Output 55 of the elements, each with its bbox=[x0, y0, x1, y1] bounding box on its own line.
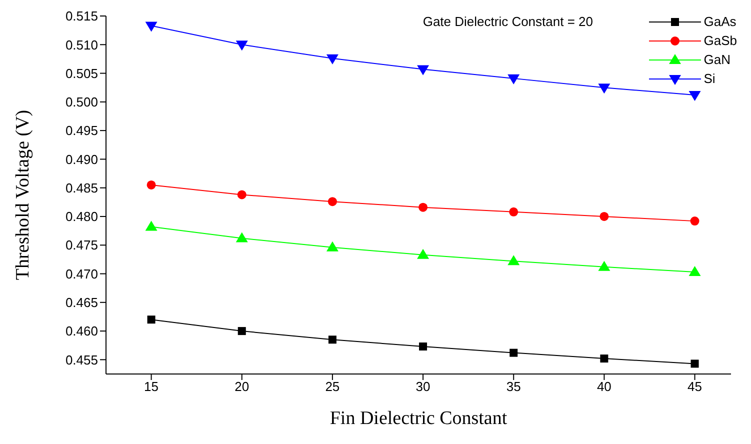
y-tick-label: 0.495 bbox=[65, 123, 98, 138]
annotation: Gate Dielectric Constant = 20 bbox=[422, 14, 593, 29]
point bbox=[417, 248, 430, 259]
y-tick-label: 0.465 bbox=[65, 295, 98, 310]
x-tick-label: 45 bbox=[688, 379, 702, 394]
x-tick-label: 20 bbox=[234, 379, 250, 394]
legend-label: GaAs bbox=[704, 14, 736, 29]
point bbox=[326, 54, 338, 64]
point bbox=[508, 74, 520, 84]
point bbox=[328, 197, 337, 206]
point bbox=[145, 22, 158, 32]
point bbox=[147, 316, 156, 324]
legend-label: GaN bbox=[704, 52, 730, 67]
point bbox=[237, 190, 246, 200]
point bbox=[418, 202, 428, 212]
x-tick-label: 15 bbox=[144, 379, 159, 394]
point bbox=[508, 255, 520, 266]
y-tick-label: 0.505 bbox=[65, 66, 98, 81]
x-tick-label: 30 bbox=[416, 379, 430, 394]
point bbox=[598, 260, 610, 271]
y-tick-label: 0.485 bbox=[65, 180, 98, 196]
point bbox=[238, 327, 246, 336]
point bbox=[690, 216, 700, 226]
y-axis-title: Threshold Voltage (V) bbox=[12, 110, 34, 280]
point bbox=[688, 266, 701, 276]
point bbox=[510, 348, 518, 357]
point bbox=[146, 180, 156, 190]
point bbox=[598, 84, 610, 94]
point bbox=[419, 342, 428, 351]
y-tick-label: 0.490 bbox=[65, 152, 98, 167]
legend-label: GaSb bbox=[704, 33, 737, 48]
x-tick-label: 35 bbox=[506, 379, 521, 394]
point bbox=[236, 40, 248, 51]
y-tick-label: 0.475 bbox=[65, 238, 98, 253]
y-tick-label: 0.455 bbox=[65, 352, 98, 368]
point bbox=[509, 207, 518, 216]
y-tick-label: 0.460 bbox=[65, 324, 98, 339]
x-tick-label: 40 bbox=[596, 379, 612, 394]
point bbox=[600, 354, 608, 363]
y-tick-label: 0.510 bbox=[65, 37, 98, 52]
y-tick-label: 0.480 bbox=[65, 209, 98, 224]
x-tick-label: 25 bbox=[325, 379, 340, 394]
x-axis-title: Fin Dielectric Constant bbox=[330, 408, 508, 429]
point bbox=[417, 65, 430, 76]
point bbox=[236, 232, 248, 242]
y-tick-label: 0.515 bbox=[65, 8, 98, 24]
y-tick-label: 0.470 bbox=[65, 266, 98, 282]
point bbox=[328, 336, 336, 344]
point bbox=[145, 220, 158, 231]
point bbox=[326, 241, 338, 252]
point bbox=[690, 360, 699, 368]
y-tick-label: 0.500 bbox=[65, 94, 98, 110]
legend-label: Si bbox=[704, 71, 716, 86]
point bbox=[600, 212, 609, 221]
point bbox=[688, 91, 701, 102]
